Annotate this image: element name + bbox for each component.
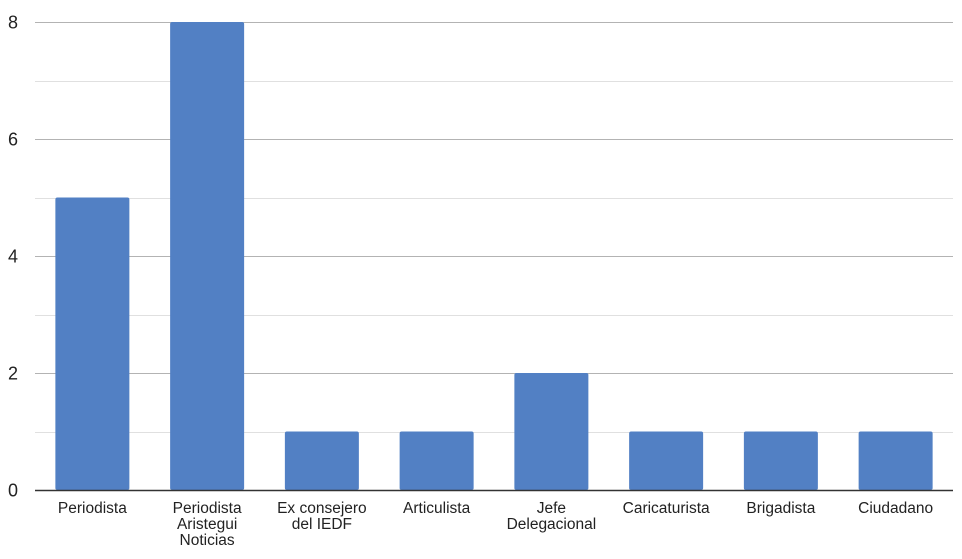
x-tick-label: Ciudadano [858, 500, 933, 517]
y-tick-label: 8 [8, 13, 18, 33]
bar [514, 373, 589, 490]
x-tick-label-line: del IEDF [292, 516, 352, 533]
x-tick-label-line: Ciudadano [858, 500, 933, 517]
x-tick-label-line: Caricaturista [623, 500, 710, 517]
x-tick-label-line: Aristegui [177, 516, 237, 533]
x-tick-label: Articulista [403, 500, 471, 517]
x-tick-label-line: Brigadista [746, 500, 815, 517]
x-tick-label-line: Noticias [180, 532, 235, 549]
y-tick-label: 0 [8, 481, 18, 501]
x-tick-label: Periodista Aristegui Noticias [173, 500, 242, 549]
x-tick-label-line: Jefe [537, 500, 566, 517]
x-tick-label: Ex consejero del IEDF [277, 500, 367, 533]
bar [858, 431, 933, 490]
y-tick-label: 4 [8, 247, 18, 267]
y-tick-label: 6 [8, 130, 18, 150]
x-tick-label: Brigadista [746, 500, 815, 517]
bar [170, 22, 245, 490]
bar [55, 197, 130, 490]
x-tick-label: Caricaturista [623, 500, 710, 517]
y-tick-label: 2 [8, 364, 18, 384]
x-tick-label: Periodista [58, 500, 127, 517]
x-tick-label: Jefe Delegacional [507, 500, 597, 533]
bar [743, 431, 818, 490]
x-tick-label-line: Periodista [58, 500, 127, 517]
bar [399, 431, 474, 490]
x-tick-label-line: Delegacional [507, 516, 597, 533]
bar [629, 431, 704, 490]
bar [284, 431, 359, 490]
x-tick-label-line: Ex consejero [277, 500, 367, 517]
x-tick-label-line: Articulista [403, 500, 471, 517]
x-tick-label-line: Periodista [173, 500, 242, 517]
